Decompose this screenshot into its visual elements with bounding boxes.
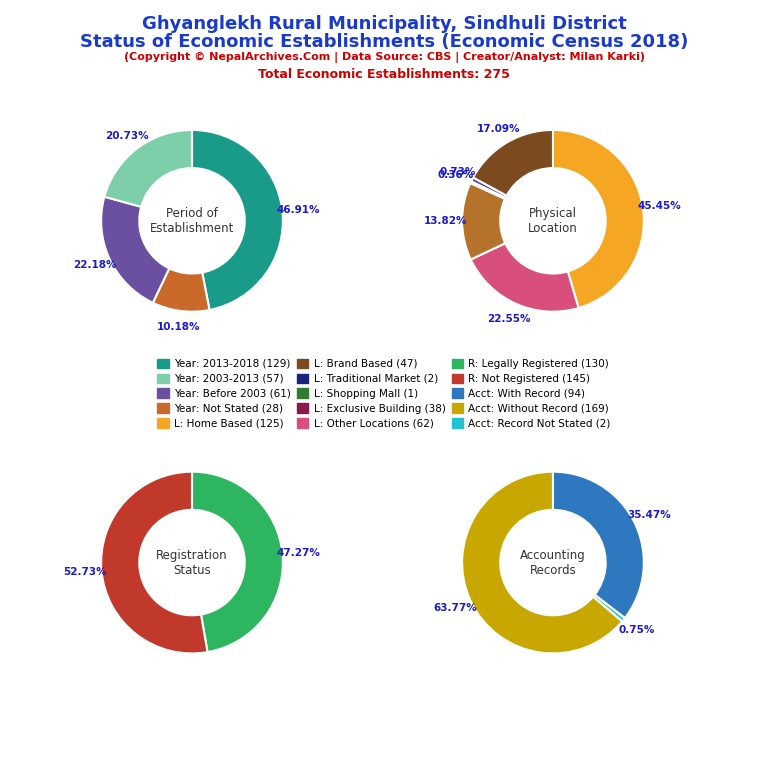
Text: 45.45%: 45.45% — [637, 200, 681, 210]
Wedge shape — [553, 130, 644, 308]
Wedge shape — [470, 181, 505, 199]
Text: Ghyanglekh Rural Municipality, Sindhuli District: Ghyanglekh Rural Municipality, Sindhuli … — [141, 15, 627, 33]
Text: Physical
Location: Physical Location — [528, 207, 578, 235]
Text: (Copyright © NepalArchives.Com | Data Source: CBS | Creator/Analyst: Milan Karki: (Copyright © NepalArchives.Com | Data So… — [124, 52, 644, 63]
Wedge shape — [462, 472, 622, 654]
Text: 47.27%: 47.27% — [277, 548, 321, 558]
Text: 0.36%: 0.36% — [438, 170, 474, 180]
Wedge shape — [553, 472, 644, 618]
Text: 20.73%: 20.73% — [105, 131, 149, 141]
Text: Status of Economic Establishments (Economic Census 2018): Status of Economic Establishments (Econo… — [80, 33, 688, 51]
Text: 13.82%: 13.82% — [424, 217, 468, 227]
Circle shape — [500, 510, 606, 615]
Text: Total Economic Establishments: 275: Total Economic Establishments: 275 — [258, 68, 510, 81]
Circle shape — [139, 510, 245, 615]
Wedge shape — [471, 243, 578, 312]
Text: 0.75%: 0.75% — [618, 625, 654, 635]
Wedge shape — [593, 594, 625, 621]
Wedge shape — [153, 268, 210, 312]
Wedge shape — [101, 472, 207, 654]
Text: 35.47%: 35.47% — [627, 510, 671, 520]
Text: 63.77%: 63.77% — [434, 603, 478, 613]
Wedge shape — [101, 197, 169, 303]
Text: Registration
Status: Registration Status — [156, 548, 228, 577]
Wedge shape — [104, 130, 192, 207]
Circle shape — [139, 168, 245, 273]
Text: 0.73%: 0.73% — [439, 167, 475, 177]
Circle shape — [500, 168, 606, 273]
Text: 10.18%: 10.18% — [157, 323, 200, 333]
Wedge shape — [192, 472, 283, 652]
Text: 22.18%: 22.18% — [73, 260, 116, 270]
Wedge shape — [472, 177, 507, 198]
Wedge shape — [473, 130, 553, 196]
Text: Period of
Establishment: Period of Establishment — [150, 207, 234, 235]
Text: 22.55%: 22.55% — [487, 313, 531, 323]
Wedge shape — [462, 183, 505, 260]
Text: 52.73%: 52.73% — [63, 567, 107, 577]
Text: 17.09%: 17.09% — [476, 124, 520, 134]
Text: 46.91%: 46.91% — [277, 205, 320, 215]
Legend: Year: 2013-2018 (129), Year: 2003-2013 (57), Year: Before 2003 (61), Year: Not S: Year: 2013-2018 (129), Year: 2003-2013 (… — [154, 356, 614, 432]
Text: Accounting
Records: Accounting Records — [520, 548, 586, 577]
Wedge shape — [192, 130, 283, 310]
